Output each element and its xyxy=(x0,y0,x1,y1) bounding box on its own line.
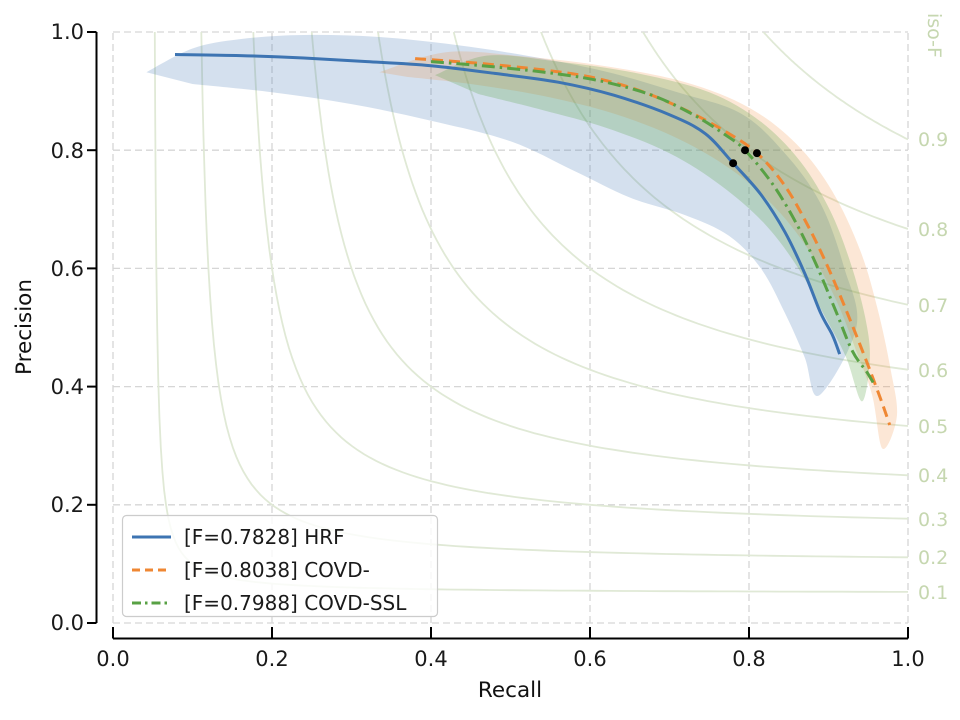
legend-label-covd-ssl: [F=0.7988] COVD-SSL xyxy=(184,591,407,615)
x-tick-label: 1.0 xyxy=(891,647,924,671)
iso-f-tick-label: 0.9 xyxy=(918,129,948,151)
x-tick-label: 0.0 xyxy=(96,647,129,671)
x-tick-label: 0.6 xyxy=(573,647,606,671)
confidence-band-layer xyxy=(146,34,898,450)
y-tick-label: 0.4 xyxy=(51,375,84,399)
legend-label-covd-: [F=0.8038] COVD- xyxy=(184,558,370,582)
legend: [F=0.7828] HRF [F=0.8038] COVD- [F=0.7988]… xyxy=(121,514,439,618)
y-tick-label: 0.8 xyxy=(51,139,84,163)
x-tick-label: 0.8 xyxy=(732,647,765,671)
confidence-band-covd-ssl xyxy=(435,55,870,402)
y-tick-label: 0.0 xyxy=(51,611,84,635)
operating-point-layer xyxy=(729,146,761,168)
legend-label-hrf: [F=0.7828] HRF xyxy=(184,525,345,549)
iso-f-tick-label: 0.7 xyxy=(918,295,948,317)
y-axis-label: Precision xyxy=(12,279,37,375)
iso-f-contour xyxy=(377,32,908,427)
iso-f-tick-label: 0.5 xyxy=(918,416,948,438)
confidence-band-covd- xyxy=(379,51,898,450)
x-tick-label: 0.2 xyxy=(255,647,288,671)
operating-point-hrf xyxy=(729,159,738,168)
iso-f-tick-labels: 0.1 0.2 0.3 0.4 0.5 0.6 0.7 0.8 0.9 xyxy=(918,129,948,604)
x-tick-labels: 0.0 0.2 0.4 0.6 0.8 1.0 xyxy=(96,647,924,671)
y-tick-label: 0.6 xyxy=(51,257,84,281)
legend-box xyxy=(121,514,439,618)
y-tick-labels: 0.0 0.2 0.4 0.6 0.8 1.0 xyxy=(51,20,84,635)
y-tick-label: 1.0 xyxy=(51,20,84,44)
iso-f-contour xyxy=(452,32,908,371)
iso-f-tick-label: 0.1 xyxy=(918,582,948,604)
iso-f-tick-label: 0.4 xyxy=(918,465,948,487)
x-tick-label: 0.4 xyxy=(414,647,447,671)
iso-f-tick-label: 0.8 xyxy=(918,219,948,241)
iso-f-contour xyxy=(540,32,908,306)
iso-f-contour xyxy=(252,32,908,520)
iso-f-contour xyxy=(762,32,908,141)
iso-f-tick-label: 0.6 xyxy=(918,360,948,382)
iso-f-axis-label: iso-F xyxy=(923,13,945,58)
axes-layer xyxy=(87,31,909,640)
iso-f-tick-label: 0.2 xyxy=(918,547,948,569)
curve-hrf xyxy=(174,53,842,355)
iso-f-contour xyxy=(310,32,908,477)
x-axis-label: Recall xyxy=(478,678,542,703)
operating-point-covd-ssl xyxy=(741,146,750,155)
iso-f-tick-label: 0.3 xyxy=(918,509,948,531)
grid-layer xyxy=(112,31,909,624)
operating-point-covd- xyxy=(752,149,761,158)
y-tick-label: 0.2 xyxy=(51,493,84,517)
iso-f-contour xyxy=(642,32,908,230)
confidence-band-hrf xyxy=(146,34,858,397)
